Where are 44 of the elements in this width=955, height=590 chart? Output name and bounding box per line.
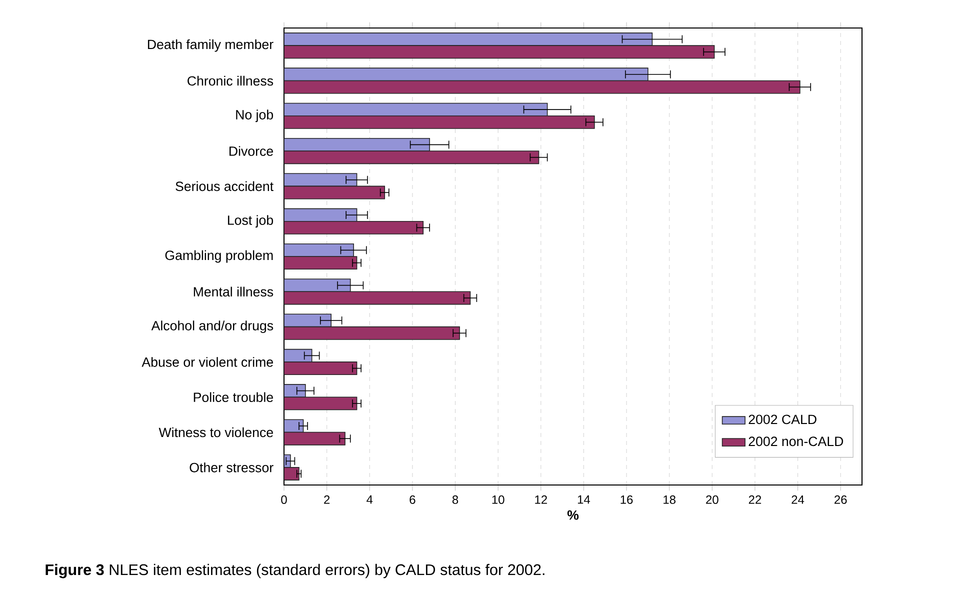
y-tick-label: Abuse or violent crime xyxy=(142,357,273,367)
x-tick-label: 4 xyxy=(366,495,373,504)
y-tick-label: Witness to violence xyxy=(158,427,273,438)
bar xyxy=(284,467,300,480)
x-tick-label: 8 xyxy=(452,495,458,504)
y-tick-label: Lost job xyxy=(228,215,274,228)
y-tick-label: Serious accident xyxy=(176,181,274,192)
legend-label: 2002 CALD xyxy=(748,414,816,424)
bar xyxy=(284,45,715,59)
x-tick-label: 0 xyxy=(281,495,287,504)
y-tick-label: Divorce xyxy=(229,146,273,156)
x-tick-label: 10 xyxy=(492,495,504,504)
x-axis-title: % xyxy=(567,510,579,520)
x-tick-label: 26 xyxy=(834,495,847,504)
bar xyxy=(284,432,346,446)
bar xyxy=(284,115,595,129)
x-tick-label: 16 xyxy=(620,495,633,504)
x-tick-label: 2 xyxy=(324,495,330,504)
y-tick-label: Death family member xyxy=(148,39,274,52)
bar xyxy=(284,326,460,340)
x-tick-label: 24 xyxy=(792,495,804,504)
x-tick-label: 6 xyxy=(410,495,416,504)
bar xyxy=(284,396,358,410)
x-tick-label: 12 xyxy=(535,495,547,504)
bar xyxy=(284,256,358,270)
y-tick-label: Gambling problem xyxy=(165,250,273,263)
bar xyxy=(284,186,386,200)
y-tick-label: Alcohol and/or drugs xyxy=(151,320,274,334)
bar xyxy=(284,150,540,164)
x-tick-label: 18 xyxy=(664,495,676,504)
text: Figure 3 NLES item estimates (standard errors) by CALD status for 2002. xyxy=(46,564,544,578)
y-tick-label: Police trouble xyxy=(194,392,273,402)
bar xyxy=(284,291,471,305)
x-tick-label: 14 xyxy=(578,495,590,504)
y-tick-label: Mental illness xyxy=(194,286,274,297)
y-tick-label: Other stressor xyxy=(190,462,274,472)
bar xyxy=(284,362,358,376)
bar xyxy=(284,220,424,234)
legend-label: 2002 non-CALD xyxy=(748,436,844,446)
x-tick-label: 20 xyxy=(706,495,718,504)
y-tick-label: No job xyxy=(236,110,274,122)
y-tick-label: Chronic illness xyxy=(188,76,274,86)
bar xyxy=(284,80,800,94)
x-tick-label: 22 xyxy=(748,495,762,504)
